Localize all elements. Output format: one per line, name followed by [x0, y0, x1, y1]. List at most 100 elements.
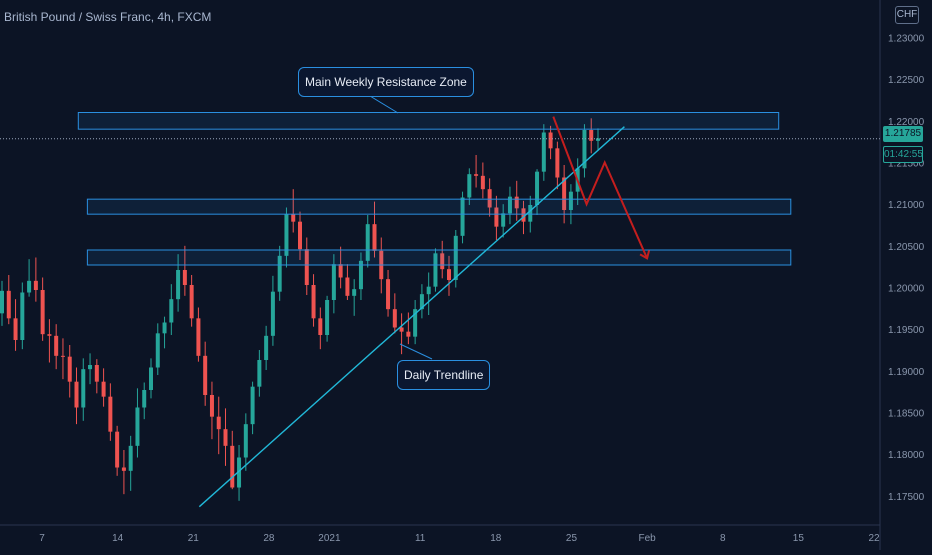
candle-body [318, 318, 323, 335]
candle-body [142, 390, 147, 408]
candle-body [494, 207, 499, 227]
candle-body [399, 327, 404, 332]
candle-body [460, 197, 465, 236]
candle-body [40, 290, 45, 335]
price-axis[interactable]: 1.23000 1.22500 1.22000 1.21500 1.21000 1.205… [888, 34, 925, 503]
candle-body [501, 213, 506, 227]
price-tick-label: 1.23000 [888, 34, 925, 45]
candle-body [541, 132, 546, 172]
zones-layer [77, 112, 792, 266]
candles-layer [0, 118, 600, 501]
time-axis[interactable]: 7 14 21 28 2021 11 18 25 Feb 8 15 22 [39, 533, 880, 544]
candle-body [358, 260, 363, 290]
candle-body [406, 331, 411, 337]
candle-body [467, 174, 472, 198]
candle-body [196, 318, 201, 356]
candle-body [338, 264, 343, 278]
candle-body [555, 148, 560, 178]
candle-body [47, 334, 52, 336]
candle-body [60, 355, 65, 357]
candle-body [582, 130, 587, 169]
candle-body [345, 277, 350, 296]
currency-badge[interactable]: CHF [895, 6, 919, 24]
candle-body [528, 205, 533, 222]
candle-body [230, 445, 235, 488]
candle-body [74, 381, 79, 408]
candle-body [568, 191, 573, 210]
candle-body [596, 138, 600, 141]
candle-countdown: 01:42:55 [883, 146, 923, 163]
candle-body [27, 280, 32, 293]
candle-body [13, 318, 18, 340]
drawings-layer [0, 95, 880, 508]
candle-body [277, 255, 282, 292]
candle-body [67, 356, 72, 382]
candle-body [223, 429, 228, 446]
candle-body [243, 424, 248, 458]
candle-body [426, 286, 431, 295]
candle-body [352, 289, 357, 296]
daily-trendline [198, 126, 625, 508]
candle-body [589, 130, 594, 141]
time-tick-label: 14 [112, 533, 124, 544]
time-tick-label: 25 [566, 533, 578, 544]
price-zone [77, 112, 780, 130]
candle-body [386, 279, 391, 310]
candle-body [149, 367, 153, 390]
projection-path [552, 116, 649, 259]
candle-body [365, 224, 370, 261]
candle-body [155, 333, 160, 368]
candle-body [6, 290, 11, 319]
time-tick-label: 18 [490, 533, 502, 544]
resistance-zone-callout[interactable]: Main Weekly Resistance Zone [298, 67, 474, 97]
candle-body [169, 299, 174, 323]
candle-body [521, 208, 526, 222]
candle-body [264, 335, 269, 360]
candle-body [81, 369, 86, 408]
candle-body [433, 253, 438, 287]
time-tick-label: 22 [868, 533, 880, 544]
candle-body [189, 285, 194, 319]
chart-title: British Pound / Swiss Franc, 4h, FXCM [4, 10, 212, 24]
candle-body [101, 381, 106, 397]
candle-body [419, 294, 424, 310]
trendline-callout-pointer [399, 343, 433, 360]
price-tick-label: 1.18500 [888, 409, 925, 420]
candle-body [135, 407, 140, 446]
trendline-callout[interactable]: Daily Trendline [397, 360, 491, 390]
time-tick-label: 7 [39, 533, 45, 544]
candle-body [413, 309, 418, 337]
price-tick-label: 1.22500 [888, 75, 925, 86]
price-tick-label: 1.20000 [888, 284, 925, 295]
candle-body [304, 249, 309, 285]
candle-body [291, 214, 296, 222]
candle-body [507, 196, 512, 214]
candle-body [284, 214, 289, 256]
time-tick-label: 8 [720, 533, 726, 544]
price-tick-label: 1.17500 [888, 492, 925, 503]
price-tick-label: 1.20500 [888, 242, 925, 253]
current-price-tag: 1.21785 [883, 126, 923, 142]
candle-body [372, 224, 377, 251]
candle-body [108, 396, 113, 432]
candle-body [453, 235, 458, 280]
price-tick-label: 1.19000 [888, 367, 925, 378]
candle-body [216, 416, 221, 430]
candle-body [33, 280, 38, 290]
candle-body [298, 221, 302, 250]
candle-body [128, 445, 133, 471]
price-zone [86, 198, 792, 215]
resistance-callout-pointer [369, 95, 399, 114]
candle-body [237, 457, 242, 488]
candle-body [440, 253, 445, 270]
candle-body [20, 292, 25, 340]
projection-arrowhead [639, 250, 651, 260]
candle-body [311, 285, 316, 319]
price-tick-label: 1.18000 [888, 450, 925, 461]
candle-body [176, 270, 181, 300]
candle-body [392, 309, 397, 328]
candle-body [54, 335, 59, 356]
time-tick-label: 11 [415, 533, 426, 544]
